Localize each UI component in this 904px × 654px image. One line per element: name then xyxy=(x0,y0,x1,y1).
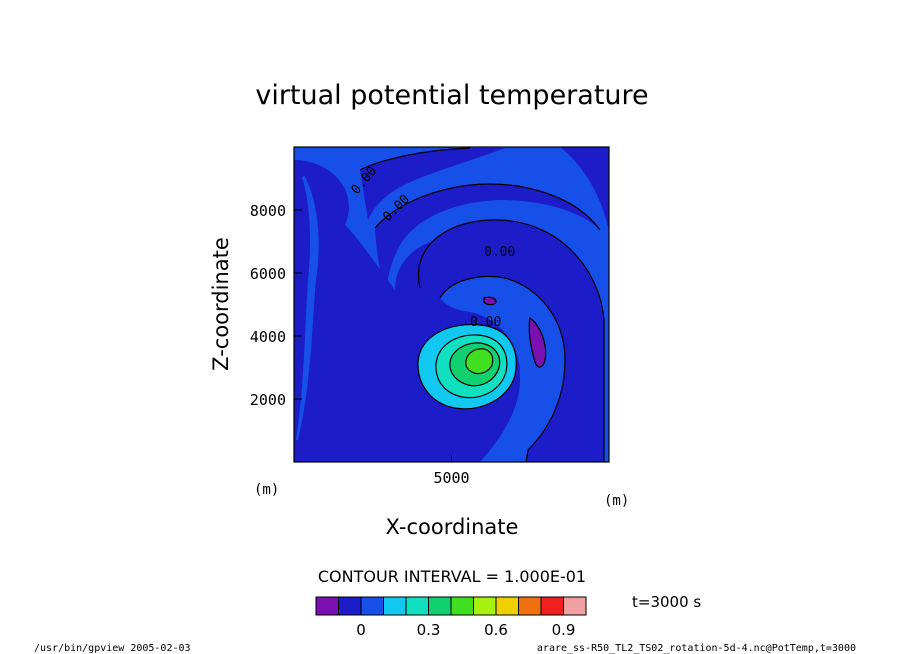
colorbar-swatch xyxy=(473,596,497,616)
x-tick-label: 5000 xyxy=(433,469,469,487)
colorbar-swatch xyxy=(540,596,564,616)
y-tick-label: 8000 xyxy=(250,202,286,220)
time-text: t=3000 s xyxy=(632,593,701,611)
colorbar-tick-label: 0 xyxy=(356,621,366,639)
field-band-left-strip2 xyxy=(296,175,319,440)
chart-title: virtual potential temperature xyxy=(255,80,648,111)
colorbar-swatch xyxy=(518,596,542,616)
contour-label: 0.00 xyxy=(470,315,501,330)
colorbar-swatch xyxy=(383,596,407,616)
colorbar-tick-label: 0.3 xyxy=(417,621,441,639)
y-axis: 2000 4000 6000 8000 xyxy=(250,202,302,409)
y-axis-label: Z-coordinate xyxy=(209,237,233,371)
footer-right: arare_ss-R50_TL2_TS02_rotation-5d-4.nc@P… xyxy=(537,643,856,654)
colorbar-swatch xyxy=(563,596,587,616)
colorbar-swatch xyxy=(338,596,362,616)
plot-area xyxy=(293,146,610,463)
field-bubble-l4 xyxy=(465,348,493,374)
colorbar-swatch xyxy=(428,596,452,616)
contour-lines xyxy=(359,147,605,462)
y-tick-label: 2000 xyxy=(250,391,286,409)
footer-left: /usr/bin/gpview 2005-02-03 xyxy=(34,643,191,654)
colorbar-swatch xyxy=(405,596,429,616)
x-axis-label: X-coordinate xyxy=(386,515,519,539)
contour-interval-text: CONTOUR INTERVAL = 1.000E-01 xyxy=(318,567,586,586)
colorbar-tick-label: 0.6 xyxy=(484,621,508,639)
y-tick-label: 6000 xyxy=(250,265,286,283)
colorbar-tick-label: 0.9 xyxy=(552,621,576,639)
colorbar-swatch xyxy=(360,596,384,616)
x-axis: 5000 xyxy=(433,454,470,487)
colorbar: 0 0.3 0.6 0.9 xyxy=(315,596,587,639)
field-min-top xyxy=(484,297,496,305)
y-unit-label: (m) xyxy=(254,482,279,498)
contour-label: 0.00 xyxy=(484,245,515,260)
colorbar-swatch xyxy=(495,596,519,616)
colorbar-swatch xyxy=(450,596,474,616)
colorbar-swatch xyxy=(315,596,339,616)
field-band-left-arc2 xyxy=(375,184,600,290)
x-unit-label: (m) xyxy=(604,493,629,509)
field-band-left-arc xyxy=(360,148,505,220)
y-tick-label: 4000 xyxy=(250,328,286,346)
